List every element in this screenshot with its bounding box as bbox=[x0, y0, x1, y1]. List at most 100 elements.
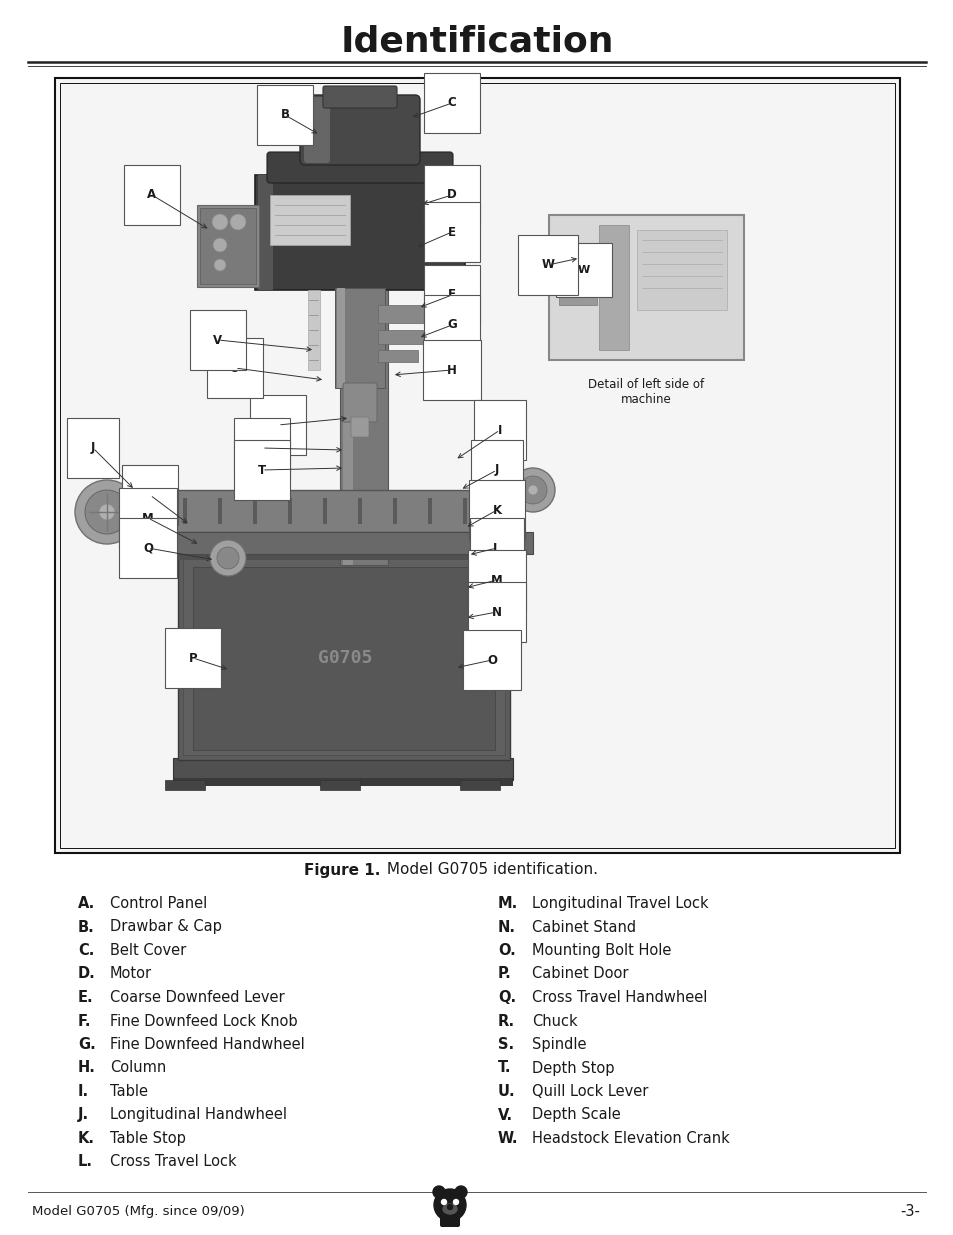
Text: Q.: Q. bbox=[497, 990, 516, 1005]
Text: Spindle: Spindle bbox=[532, 1037, 586, 1052]
Text: A.: A. bbox=[78, 897, 95, 911]
Text: T.: T. bbox=[497, 1061, 511, 1076]
Bar bbox=[254, 175, 464, 290]
Text: B: B bbox=[280, 109, 289, 121]
Text: Longitudinal Handwheel: Longitudinal Handwheel bbox=[110, 1108, 287, 1123]
Text: S.: S. bbox=[497, 1037, 514, 1052]
Circle shape bbox=[565, 280, 576, 290]
Text: G: G bbox=[447, 319, 456, 331]
FancyBboxPatch shape bbox=[351, 417, 369, 437]
Text: J: J bbox=[495, 463, 498, 477]
Text: Mounting Bolt Hole: Mounting Bolt Hole bbox=[532, 944, 671, 958]
Text: F.: F. bbox=[78, 1014, 91, 1029]
Bar bbox=[393, 498, 396, 524]
Text: T: T bbox=[257, 463, 266, 477]
Bar bbox=[462, 498, 467, 524]
Circle shape bbox=[434, 1189, 465, 1221]
Circle shape bbox=[212, 214, 228, 230]
Bar bbox=[55, 78, 899, 853]
Circle shape bbox=[455, 1186, 467, 1198]
FancyBboxPatch shape bbox=[299, 95, 419, 165]
Text: W: W bbox=[578, 266, 590, 275]
Bar bbox=[637, 230, 726, 310]
Bar bbox=[548, 215, 743, 359]
Bar bbox=[319, 781, 359, 790]
Bar bbox=[172, 758, 513, 781]
FancyBboxPatch shape bbox=[343, 383, 376, 422]
Text: Chuck: Chuck bbox=[532, 1014, 577, 1029]
Bar bbox=[183, 557, 504, 755]
Bar bbox=[558, 245, 597, 305]
Text: G0705: G0705 bbox=[317, 650, 372, 667]
Text: M: M bbox=[142, 511, 153, 525]
Text: E: E bbox=[448, 226, 456, 238]
Text: Cross Travel Lock: Cross Travel Lock bbox=[110, 1155, 236, 1170]
Bar bbox=[200, 207, 255, 284]
Bar bbox=[132, 552, 517, 559]
Bar bbox=[323, 498, 327, 524]
Bar bbox=[377, 305, 433, 324]
Text: N: N bbox=[492, 605, 501, 619]
Text: S: S bbox=[257, 441, 266, 454]
Text: P.: P. bbox=[497, 967, 511, 982]
Text: Detail of left side of
machine: Detail of left side of machine bbox=[588, 378, 704, 406]
Bar bbox=[172, 778, 513, 785]
Bar bbox=[148, 498, 152, 524]
Text: Control Panel: Control Panel bbox=[110, 897, 207, 911]
Bar bbox=[308, 290, 319, 370]
Text: O.: O. bbox=[497, 944, 516, 958]
Text: Identification: Identification bbox=[340, 25, 613, 59]
Text: Fine Downfeed Handwheel: Fine Downfeed Handwheel bbox=[110, 1037, 304, 1052]
Text: B.: B. bbox=[78, 920, 94, 935]
Text: U: U bbox=[230, 362, 239, 374]
Bar bbox=[288, 498, 292, 524]
Text: Drawbar & Cap: Drawbar & Cap bbox=[110, 920, 222, 935]
Text: Model G0705 identification.: Model G0705 identification. bbox=[381, 862, 598, 878]
Circle shape bbox=[230, 214, 246, 230]
Text: L.: L. bbox=[78, 1155, 92, 1170]
Text: Table Stop: Table Stop bbox=[110, 1131, 186, 1146]
Bar bbox=[270, 195, 350, 245]
Bar bbox=[336, 288, 345, 388]
Circle shape bbox=[75, 480, 139, 543]
Text: Cross Travel Handwheel: Cross Travel Handwheel bbox=[532, 990, 706, 1005]
Text: C.: C. bbox=[78, 944, 94, 958]
Text: Depth Scale: Depth Scale bbox=[532, 1108, 620, 1123]
Text: K.: K. bbox=[78, 1131, 95, 1146]
Bar bbox=[193, 567, 495, 750]
Text: I: I bbox=[497, 424, 501, 436]
Circle shape bbox=[453, 1199, 458, 1204]
Text: M: M bbox=[491, 573, 502, 587]
Bar bbox=[178, 552, 510, 760]
Bar bbox=[165, 781, 205, 790]
Text: Table: Table bbox=[110, 1084, 148, 1099]
Text: I.: I. bbox=[78, 1084, 89, 1099]
Text: W: W bbox=[541, 258, 554, 272]
Circle shape bbox=[213, 238, 227, 252]
Text: Cabinet Door: Cabinet Door bbox=[532, 967, 628, 982]
Bar bbox=[459, 781, 499, 790]
Circle shape bbox=[527, 485, 537, 495]
Text: J: J bbox=[91, 441, 95, 454]
Text: Motor: Motor bbox=[110, 967, 152, 982]
Text: Belt Cover: Belt Cover bbox=[110, 944, 186, 958]
Text: Quill Lock Lever: Quill Lock Lever bbox=[532, 1084, 648, 1099]
Bar bbox=[60, 83, 894, 848]
Text: Headstock Elevation Crank: Headstock Elevation Crank bbox=[532, 1131, 729, 1146]
FancyBboxPatch shape bbox=[267, 152, 453, 183]
Ellipse shape bbox=[442, 1204, 456, 1214]
Text: P: P bbox=[189, 652, 197, 664]
Text: Column: Column bbox=[110, 1061, 166, 1076]
Text: H: H bbox=[447, 363, 456, 377]
Text: U.: U. bbox=[497, 1084, 515, 1099]
Bar bbox=[154, 532, 533, 555]
Circle shape bbox=[511, 468, 555, 513]
Circle shape bbox=[193, 652, 202, 659]
Bar bbox=[335, 288, 385, 388]
Text: E.: E. bbox=[78, 990, 93, 1005]
Text: K: K bbox=[492, 504, 501, 516]
Circle shape bbox=[85, 490, 129, 534]
Text: N.: N. bbox=[497, 920, 516, 935]
Bar bbox=[377, 350, 417, 362]
Bar bbox=[196, 205, 258, 287]
